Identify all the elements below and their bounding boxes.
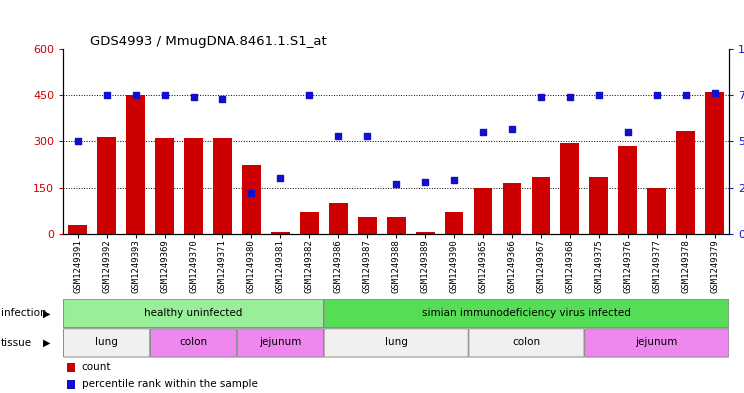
Bar xyxy=(503,183,522,234)
FancyBboxPatch shape xyxy=(237,329,324,357)
Text: colon: colon xyxy=(513,337,541,347)
Text: GDS4993 / MmugDNA.8461.1.S1_at: GDS4993 / MmugDNA.8461.1.S1_at xyxy=(90,35,327,48)
Bar xyxy=(300,212,318,234)
FancyBboxPatch shape xyxy=(324,299,729,328)
Point xyxy=(362,133,373,139)
Text: count: count xyxy=(82,362,111,372)
Point xyxy=(158,92,170,98)
Text: simian immunodeficiency virus infected: simian immunodeficiency virus infected xyxy=(422,308,631,318)
Bar xyxy=(387,217,405,234)
Text: ▶: ▶ xyxy=(43,338,51,348)
Point xyxy=(419,179,431,185)
Point xyxy=(333,133,344,139)
Bar xyxy=(618,146,637,234)
Point xyxy=(390,181,402,187)
Point xyxy=(709,90,721,97)
Bar xyxy=(589,177,609,234)
Bar xyxy=(213,138,232,234)
Point xyxy=(246,190,257,196)
FancyBboxPatch shape xyxy=(324,329,468,357)
Point xyxy=(651,92,663,98)
Bar xyxy=(705,92,724,234)
Point xyxy=(622,129,634,135)
Bar xyxy=(474,187,493,234)
Point xyxy=(535,94,547,100)
Text: lung: lung xyxy=(385,337,408,347)
Bar xyxy=(647,187,666,234)
Bar xyxy=(242,165,261,234)
Point xyxy=(217,96,228,102)
Bar xyxy=(68,224,87,234)
Text: infection: infection xyxy=(1,309,46,318)
FancyBboxPatch shape xyxy=(150,329,237,357)
Point xyxy=(304,92,315,98)
Text: percentile rank within the sample: percentile rank within the sample xyxy=(82,379,257,389)
Bar xyxy=(155,138,174,234)
Bar xyxy=(329,203,347,234)
Bar xyxy=(560,143,580,234)
FancyBboxPatch shape xyxy=(63,329,150,357)
Point xyxy=(593,92,605,98)
FancyBboxPatch shape xyxy=(63,299,324,328)
Bar xyxy=(66,380,75,389)
Text: jejunum: jejunum xyxy=(635,337,678,347)
FancyBboxPatch shape xyxy=(469,329,584,357)
Point xyxy=(129,92,141,98)
Bar xyxy=(271,232,289,234)
Text: ▶: ▶ xyxy=(43,309,51,318)
Bar xyxy=(66,363,75,371)
Point xyxy=(100,92,112,98)
Bar xyxy=(445,212,464,234)
Point xyxy=(448,177,460,184)
Point xyxy=(477,129,489,135)
Point xyxy=(187,94,199,100)
Point xyxy=(680,92,692,98)
Bar xyxy=(358,217,376,234)
Text: healthy uninfected: healthy uninfected xyxy=(144,308,243,318)
Text: tissue: tissue xyxy=(1,338,32,348)
Point xyxy=(71,138,83,145)
Bar xyxy=(676,131,695,234)
Text: colon: colon xyxy=(179,337,208,347)
Bar xyxy=(126,95,145,234)
Point xyxy=(564,94,576,100)
Bar xyxy=(531,177,551,234)
Bar xyxy=(184,138,203,234)
Point xyxy=(506,125,518,132)
Bar xyxy=(416,232,434,234)
FancyBboxPatch shape xyxy=(585,329,729,357)
Bar xyxy=(97,137,116,234)
Point xyxy=(275,175,286,182)
Text: lung: lung xyxy=(95,337,118,347)
Text: jejunum: jejunum xyxy=(259,337,301,347)
